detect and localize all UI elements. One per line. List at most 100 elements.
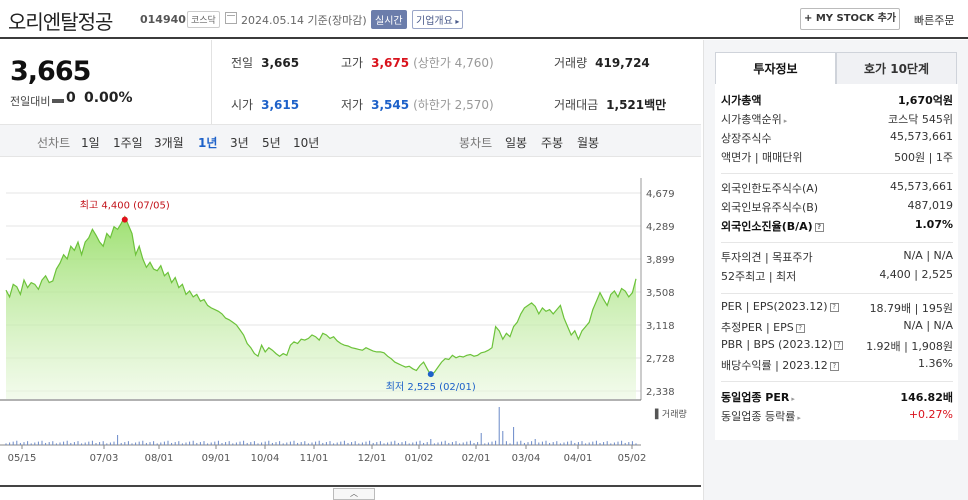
- x-tick-label: 05/15: [8, 453, 37, 464]
- high-annotation: 최고 4,400 (07/05): [80, 200, 170, 212]
- panel-section-divider: [721, 381, 953, 382]
- low-annotation: 최저 2,525 (02/01): [386, 381, 476, 393]
- info-value: 18.79배 | 195원: [869, 302, 953, 315]
- period-3y[interactable]: 3년: [230, 136, 249, 150]
- help-icon[interactable]: ?: [814, 223, 824, 232]
- help-icon[interactable]: ?: [834, 341, 844, 350]
- info-value: 1.92배 | 1,908원: [866, 340, 953, 353]
- arrow-right-icon[interactable]: ▸: [783, 117, 788, 125]
- info-row[interactable]: 동일업종 등락률 ▸ +0.27%: [721, 408, 953, 426]
- y-tick-label: 3,508: [646, 288, 675, 299]
- change-value: 0: [66, 90, 76, 106]
- chart-period-bar: 선차트 1일 1주일 3개월 1년 3년 5년 10년 봉차트 일봉 주봉 월봉: [0, 124, 701, 157]
- info-value: 487,019: [907, 199, 954, 212]
- candle-monthly[interactable]: 월봉: [577, 136, 600, 150]
- tab-investment-info[interactable]: 투자정보: [715, 52, 836, 85]
- change-percent: 0.00%: [84, 90, 133, 106]
- info-label: 상장주식수: [721, 132, 772, 145]
- info-row: 투자의견 | 목표주가 N/A | N/A: [721, 249, 953, 267]
- price-line: [5, 215, 637, 377]
- info-label: 시가총액순위 ▸: [721, 113, 788, 126]
- x-tick-label: 12/01: [358, 453, 387, 464]
- header-divider: [0, 37, 968, 39]
- info-label: 외국인소진율(B/A)?: [721, 218, 824, 234]
- info-value: 1.07%: [914, 218, 953, 231]
- change-label: 전일대비: [10, 95, 51, 108]
- price-area: [6, 216, 636, 399]
- x-tick-label: 04/01: [564, 453, 593, 464]
- info-label: 배당수익률 | 2023.12?: [721, 357, 839, 373]
- info-label: 외국인한도주식수(A): [721, 182, 819, 195]
- price-chart[interactable]: 4,679 4,289 3,899 3,508 3,118 2,728 2,338 최고 4,…: [0, 158, 701, 500]
- chart-expand-button[interactable]: ︿: [333, 488, 375, 500]
- period-1w[interactable]: 1주일: [113, 136, 143, 150]
- company-overview-button[interactable]: 기업개요: [412, 10, 464, 29]
- info-label: 액면가 | 매매단위: [721, 151, 803, 164]
- realtime-button[interactable]: 실시간: [371, 10, 407, 29]
- period-3m[interactable]: 3개월: [154, 136, 184, 150]
- low-price: 저가 3,545 (하한가 2,570): [341, 98, 494, 112]
- quick-order-link[interactable]: 빠른주문: [914, 14, 955, 27]
- help-icon[interactable]: ?: [829, 362, 839, 371]
- help-icon[interactable]: ?: [795, 324, 805, 333]
- x-tick-label: 05/02: [618, 453, 647, 464]
- candle-daily[interactable]: 일봉: [505, 136, 528, 150]
- info-label: 52주최고 | 최저: [721, 270, 797, 283]
- info-value: N/A | N/A: [903, 319, 953, 332]
- info-row[interactable]: PER | EPS(2023.12)? 18.79배 | 195원: [721, 300, 953, 318]
- x-tick-label: 07/03: [90, 453, 119, 464]
- info-row: 상장주식수 45,573,661: [721, 130, 953, 148]
- open-price: 시가 3,615: [231, 98, 300, 112]
- info-label: PBR | BPS (2023.12)?: [721, 338, 844, 351]
- high-marker: [121, 216, 128, 223]
- info-row: 시가총액 1,670억원: [721, 92, 953, 110]
- arrow-right-icon[interactable]: ▸: [791, 395, 795, 403]
- stock-header: 오리엔탈정공 014940 코스닥 2024.05.14 기준(장마감) 실시간…: [0, 0, 968, 39]
- info-value: 4,400 | 2,525: [879, 268, 953, 281]
- info-row: 액면가 | 매매단위 500원 | 1주: [721, 149, 953, 167]
- info-label: 추정PER | EPS?: [721, 319, 805, 335]
- flat-icon: [52, 99, 64, 103]
- info-row[interactable]: 배당수익률 | 2023.12? 1.36%: [721, 357, 953, 375]
- info-row[interactable]: 외국인소진율(B/A)? 1.07%: [721, 218, 953, 236]
- x-tick-label: 11/01: [300, 453, 329, 464]
- candle-chart-label: 봉차트: [459, 136, 493, 150]
- info-value: +0.27%: [908, 408, 953, 421]
- x-tick-label: 03/04: [512, 453, 541, 464]
- low-marker: [427, 371, 434, 378]
- panel-tabs: 투자정보 호가 10단계: [715, 52, 958, 85]
- y-tick-label: 3,118: [646, 321, 675, 332]
- info-row[interactable]: PBR | BPS (2023.12)? 1.92배 | 1,908원: [721, 338, 953, 356]
- x-tick-label: 08/01: [145, 453, 174, 464]
- info-value: 코스닥 545위: [888, 113, 953, 126]
- info-value: 146.82배: [900, 391, 953, 404]
- info-value: 45,573,661: [890, 130, 953, 143]
- info-row: 52주최고 | 최저 4,400 | 2,525: [721, 268, 953, 286]
- stock-code: 014940: [140, 13, 186, 26]
- panel-section-divider: [721, 293, 953, 294]
- my-stock-add-button[interactable]: + MY STOCK 추가: [800, 8, 900, 30]
- info-label: 외국인보유주식수(B): [721, 201, 819, 214]
- info-row[interactable]: 동일업종 PER ▸ 146.82배: [721, 389, 953, 407]
- period-1y[interactable]: 1년: [198, 136, 218, 150]
- base-date: 2024.05.14 기준(장마감): [241, 14, 367, 27]
- x-tick-label: 10/04: [251, 453, 280, 464]
- price-chart-svg[interactable]: 4,679 4,289 3,899 3,508 3,118 2,728 2,338 최고 4,…: [0, 158, 701, 500]
- help-icon[interactable]: ?: [829, 303, 839, 312]
- info-row: 외국인보유주식수(B) 487,019: [721, 199, 953, 217]
- period-1d[interactable]: 1일: [81, 136, 100, 150]
- info-row[interactable]: 시가총액순위 ▸ 코스닥 545위: [721, 111, 953, 129]
- tab-orderbook[interactable]: 호가 10단계: [836, 52, 957, 85]
- candle-weekly[interactable]: 주봉: [541, 136, 564, 150]
- volume: 거래량 419,724: [554, 56, 650, 70]
- arrow-right-icon[interactable]: ▸: [797, 414, 801, 422]
- prev-close: 전일 3,665: [231, 56, 300, 70]
- info-row[interactable]: 추정PER | EPS? N/A | N/A: [721, 319, 953, 337]
- period-10y[interactable]: 10년: [293, 136, 320, 150]
- volume-legend: ▌거래량: [654, 408, 687, 420]
- period-5y[interactable]: 5년: [262, 136, 281, 150]
- panel-section-divider: [721, 173, 953, 174]
- info-label: 투자의견 | 목표주가: [721, 251, 813, 264]
